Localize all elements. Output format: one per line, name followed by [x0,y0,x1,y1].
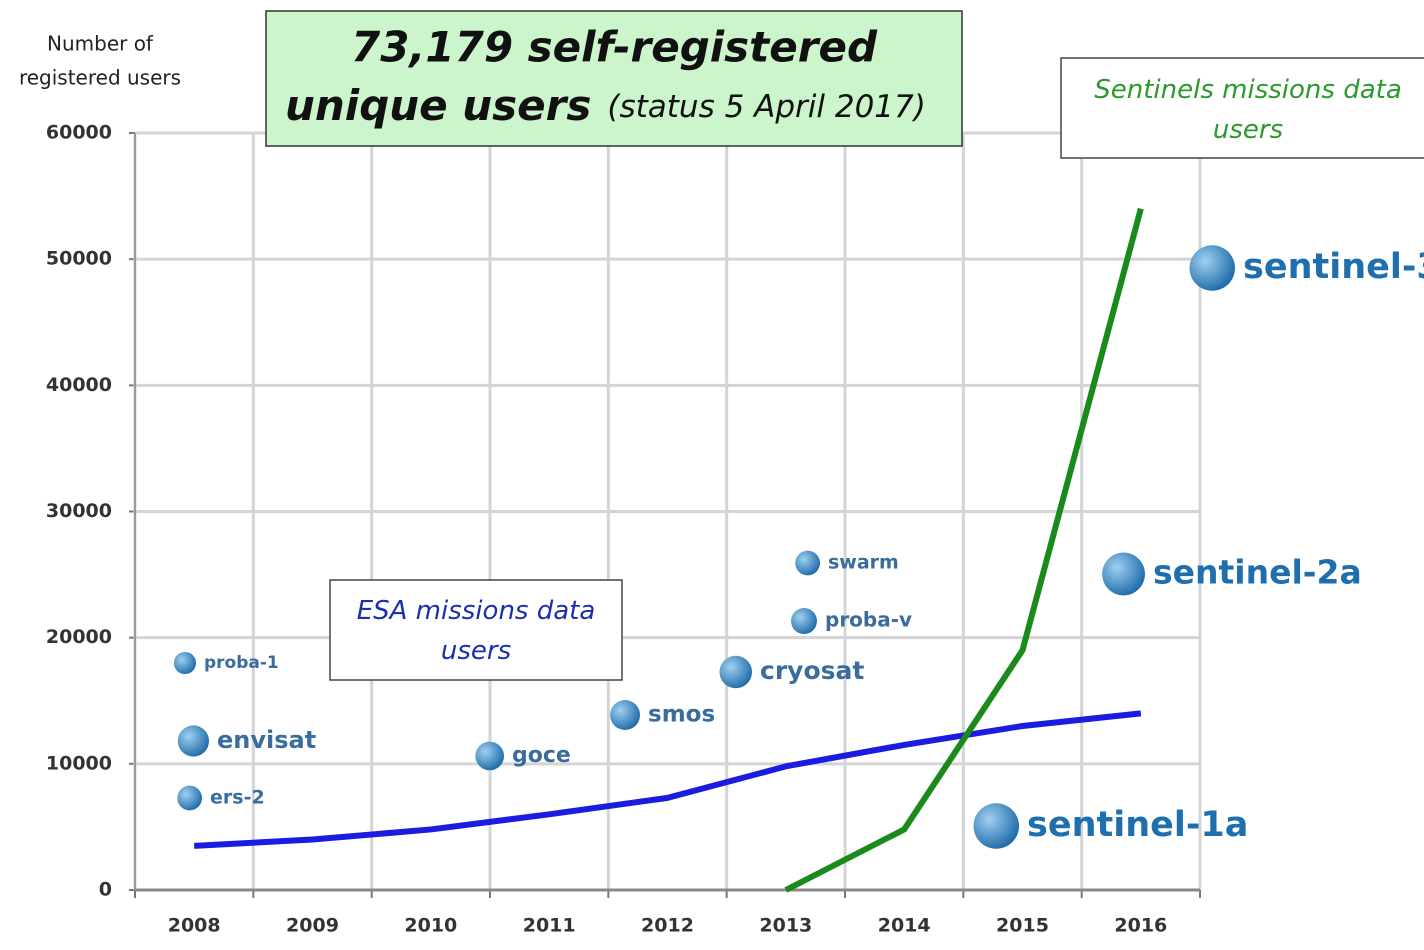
legend-label-line: users [1213,115,1283,145]
legend-label-line: users [441,636,511,666]
y-tick-label: 0 [99,879,112,901]
mission-label: smos [648,702,715,728]
mission-label: sentinel-3a [1243,247,1424,287]
x-tick-label: 2013 [759,915,812,937]
chart-title-line: unique users [285,81,591,130]
mission-icon [475,741,505,771]
y-axis-label: registered users [19,66,181,90]
x-tick-label: 2016 [1114,915,1167,937]
title-note: (status 5 April 2017) [607,89,925,125]
mission-label: envisat [217,726,316,754]
y-axis-label: Number of [47,32,154,56]
legend-label-line: ESA missions data [357,596,596,626]
title-box [265,10,963,147]
x-tick-label: 2015 [996,915,1049,937]
mission-label: sentinel-1a [1027,805,1248,845]
mission-icon [791,608,817,634]
mission-icon [610,700,640,730]
y-tick-label: 10000 [46,752,112,774]
legend-label: Sentinels missions data users [1094,75,1402,145]
mission-label: goce [512,743,571,768]
mission-icon [1189,245,1235,291]
x-tick-label: 2008 [168,915,221,937]
x-tick-label: 2012 [641,915,694,937]
mission-label: cryosat [760,656,864,685]
legend-box [329,579,623,681]
legend-box [1060,57,1424,159]
mission-icon [795,550,821,576]
line-series [784,207,1144,893]
mission-icon [177,725,209,757]
chart-title: 73,179 self-registered [351,23,878,72]
legend-label-line: Sentinels missions data [1094,75,1402,105]
x-tick-label: 2011 [523,915,576,937]
chart-title: unique users (status 5 April 2017) [285,81,926,130]
y-tick-label: 50000 [46,248,112,270]
mission-icon [719,655,752,689]
x-tick-label: 2010 [404,915,457,937]
mission-icon [177,785,202,811]
mission-label: swarm [828,552,899,574]
legend-label: ESA missions data users [357,596,596,666]
x-tick-label: 2009 [286,915,339,937]
mission-label: ers-2 [210,787,265,809]
mission-label: proba-v [825,608,912,632]
mission-icon [173,651,196,675]
y-tick-label: 60000 [46,122,112,144]
y-tick-label: 40000 [46,374,112,396]
y-tick-label: 30000 [46,500,112,522]
mission-label: sentinel-2a [1153,553,1362,592]
line-series [194,710,1142,849]
mission-icon [973,803,1019,849]
y-tick-label: 20000 [46,626,112,648]
x-tick-label: 2014 [878,915,931,937]
mission-icon [1102,552,1146,596]
mission-label: proba-1 [204,653,279,673]
